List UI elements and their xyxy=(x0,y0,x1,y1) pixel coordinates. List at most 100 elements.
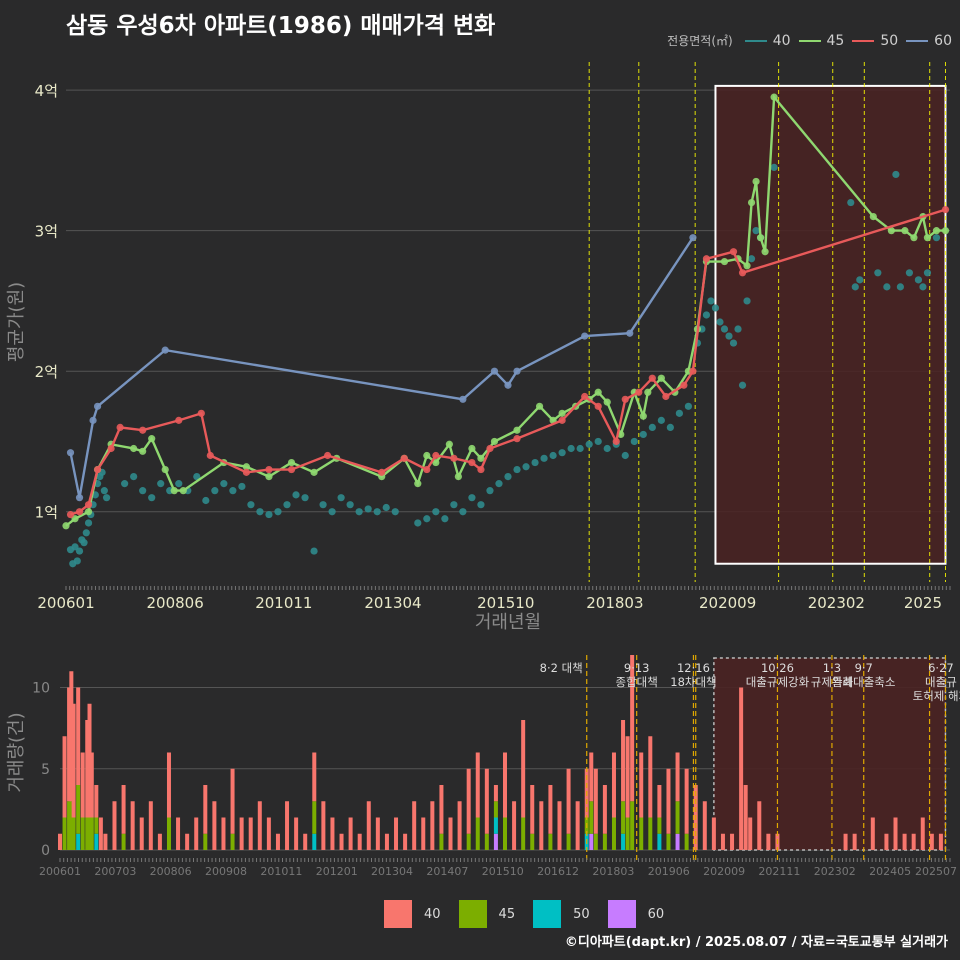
series-point-45 xyxy=(445,440,453,448)
series-point-45 xyxy=(477,454,485,462)
volume-bar xyxy=(593,833,598,850)
series-point-40 xyxy=(932,234,941,242)
series-point-40 xyxy=(382,503,390,512)
series-point-40 xyxy=(148,494,156,502)
series-point-60 xyxy=(75,494,84,502)
highlight-box xyxy=(714,84,947,565)
volume-bar xyxy=(484,768,489,834)
series-point-40 xyxy=(747,255,756,263)
series-point-50 xyxy=(423,465,431,474)
y-axis-title: 평균가(원) xyxy=(6,282,27,362)
volume-bar xyxy=(521,817,526,850)
volume-bar xyxy=(843,833,848,850)
policy-annotation-line: 6·27 xyxy=(928,661,954,675)
series-point-45 xyxy=(432,458,440,467)
series-point-50 xyxy=(648,374,656,382)
volume-bar xyxy=(593,768,598,834)
volume-bar xyxy=(639,752,644,818)
series-point-50 xyxy=(513,435,521,443)
volume-bar xyxy=(625,736,630,818)
volume-bar xyxy=(657,833,662,850)
legend-item-45: 45 xyxy=(798,33,844,49)
policy-annotation-line: 토허제 해제 xyxy=(913,689,960,703)
volume-bar xyxy=(870,817,875,850)
series-point-40 xyxy=(495,480,503,488)
series-point-40 xyxy=(856,276,864,284)
series-point-50 xyxy=(107,444,115,453)
volume-bar xyxy=(412,801,417,850)
policy-annotation: 9·7 특례대출축소 xyxy=(832,661,895,689)
series-point-40 xyxy=(102,494,111,502)
series-point-60 xyxy=(459,395,467,403)
bar-legend-swatch-50 xyxy=(533,900,562,928)
series-point-50 xyxy=(197,409,205,417)
series-point-50 xyxy=(116,423,124,432)
series-point-50 xyxy=(468,458,476,467)
volume-bar xyxy=(87,703,92,818)
series-point-60 xyxy=(93,402,102,410)
volume-bar xyxy=(666,833,671,850)
volume-bar xyxy=(58,833,62,850)
series-point-40 xyxy=(567,444,575,453)
series-point-40 xyxy=(657,416,665,424)
volume-bar xyxy=(439,833,444,850)
series-point-50 xyxy=(432,451,440,460)
series-point-45 xyxy=(869,212,877,221)
series-point-40 xyxy=(193,472,201,481)
volume-bar xyxy=(94,833,99,850)
volume-bar xyxy=(566,768,571,834)
series-point-45 xyxy=(752,177,760,186)
series-point-40 xyxy=(752,227,760,235)
series-point-45 xyxy=(139,447,147,455)
volume-bar xyxy=(566,833,571,850)
series-point-50 xyxy=(93,465,102,474)
series-point-40 xyxy=(432,508,440,516)
series-point-45 xyxy=(71,515,79,523)
volume-bar xyxy=(684,833,689,850)
series-point-40 xyxy=(121,480,129,488)
series-point-40 xyxy=(100,487,108,495)
series-point-50 xyxy=(242,468,251,476)
series-point-60 xyxy=(504,381,512,389)
bar-legend-swatch-40 xyxy=(384,900,412,928)
series-point-45 xyxy=(887,227,895,235)
series-point-40 xyxy=(283,501,291,509)
policy-annotation-line: 18차대책 xyxy=(670,675,716,689)
volume-bar xyxy=(466,768,471,834)
volume-bar xyxy=(321,801,326,850)
volume-bar xyxy=(929,833,934,850)
series-point-40 xyxy=(707,297,715,305)
volume-bar xyxy=(375,817,380,850)
volume-bar xyxy=(475,752,480,818)
series-point-45 xyxy=(743,262,751,270)
volume-bar xyxy=(493,801,498,818)
volume-bar xyxy=(475,817,480,850)
series-point-45 xyxy=(761,248,769,256)
series-point-60 xyxy=(89,416,97,424)
legend-item-60: 60 xyxy=(906,33,952,49)
series-point-40 xyxy=(310,547,318,555)
volume-bar xyxy=(666,768,671,834)
volume-bar xyxy=(85,817,90,850)
volume-bar xyxy=(675,833,680,850)
volume-bar xyxy=(684,768,689,834)
volume-bar xyxy=(621,833,626,850)
volume-bar xyxy=(757,801,762,850)
vol-x-tick-label: 200806 xyxy=(150,865,192,878)
series-point-60 xyxy=(490,367,499,375)
y-tick-label: 3억 xyxy=(35,223,58,241)
series-point-50 xyxy=(635,388,643,396)
volume-bar xyxy=(312,801,317,834)
volume-bar xyxy=(530,785,535,834)
legend-line-45 xyxy=(798,39,821,42)
series-point-45 xyxy=(287,458,296,467)
series-point-45 xyxy=(932,227,941,235)
policy-annotation-line: 9·7 xyxy=(855,661,873,675)
vol-x-tick-label: 200703 xyxy=(94,865,136,878)
volume-bar xyxy=(766,833,771,850)
series-point-50 xyxy=(287,465,296,474)
volume-bar xyxy=(80,752,85,818)
vol-y-tick-label: 0 xyxy=(41,843,50,859)
x-tick-label: 201510 xyxy=(477,594,534,612)
